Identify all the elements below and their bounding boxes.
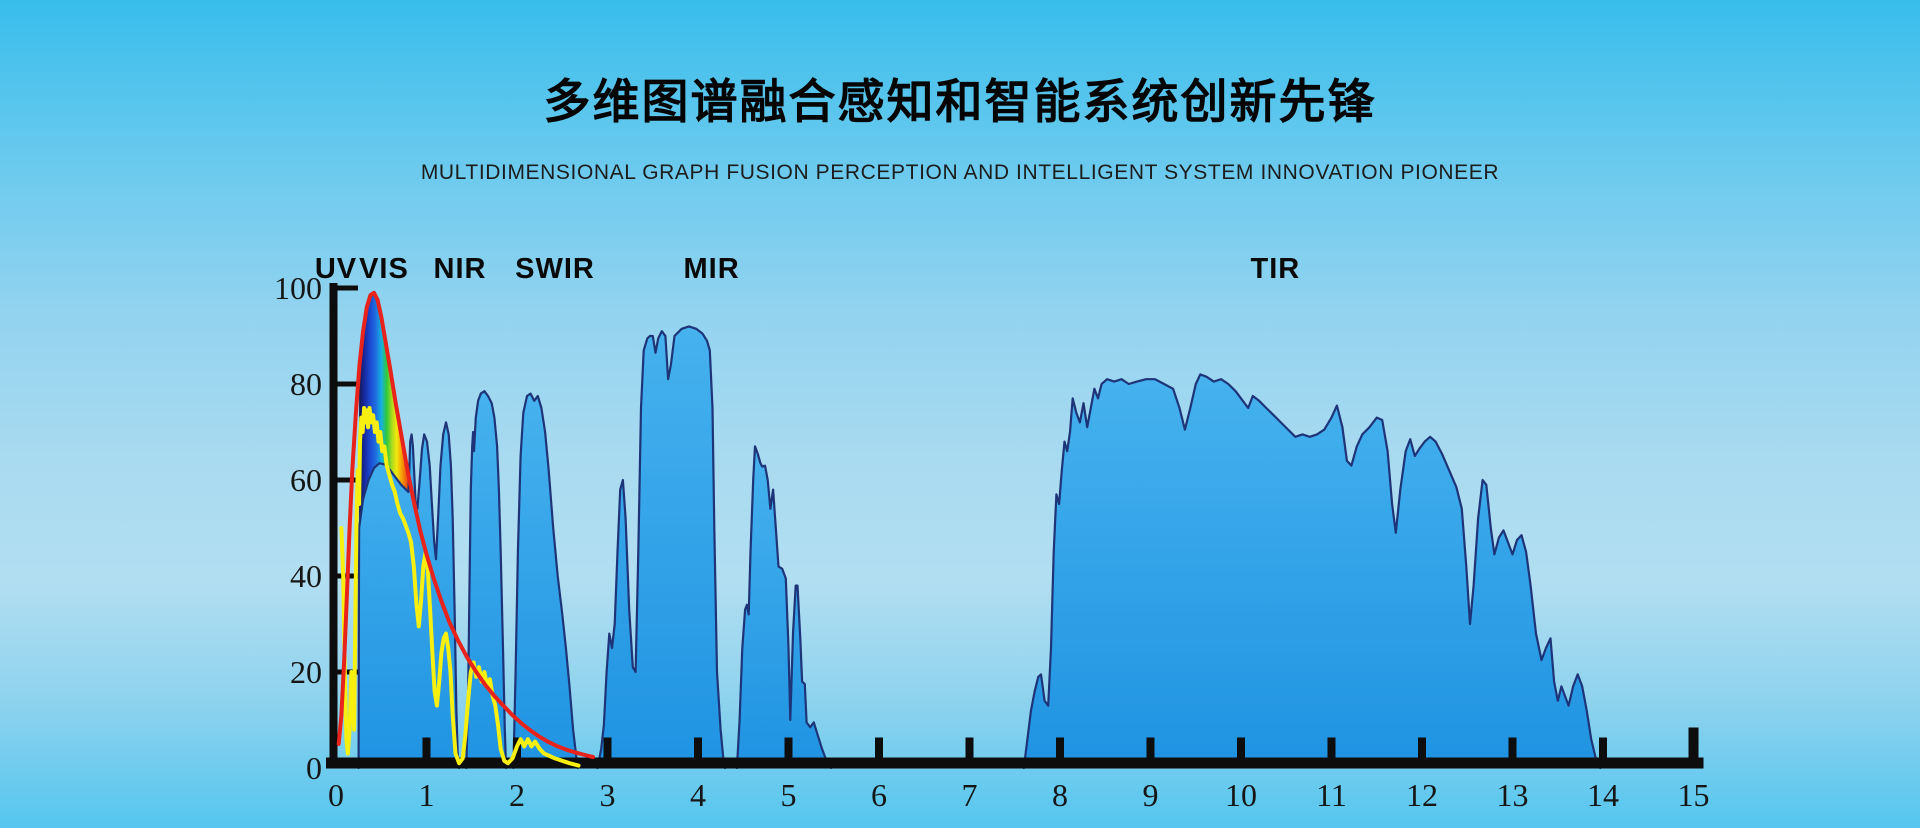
band-label-nir: NIR bbox=[434, 253, 487, 285]
x-tick-3 bbox=[603, 737, 612, 758]
x-tick-label-2: 2 bbox=[509, 777, 525, 813]
x-tick-label-14: 14 bbox=[1587, 777, 1619, 813]
x-tick-4 bbox=[694, 737, 702, 758]
axes bbox=[326, 283, 1704, 769]
y-tick-label-60: 60 bbox=[290, 462, 322, 498]
y-tick-label-100: 100 bbox=[274, 270, 322, 306]
x-tick-label-7: 7 bbox=[962, 777, 978, 813]
band-label-vis: VIS bbox=[359, 253, 409, 285]
x-axis-end-tick bbox=[1688, 727, 1699, 758]
x-tick-9 bbox=[1146, 737, 1155, 758]
transmission-window-3 bbox=[512, 392, 579, 770]
x-tick-label-11: 11 bbox=[1316, 777, 1347, 813]
x-tick-12 bbox=[1418, 737, 1426, 758]
spectral-band-labels: UV VIS NIR SWIR MIR TIR bbox=[315, 253, 1301, 285]
band-label-uv: UV bbox=[315, 253, 357, 285]
y-tick-20 bbox=[337, 669, 358, 675]
y-tick-80 bbox=[337, 381, 358, 387]
x-tick-7 bbox=[965, 737, 974, 758]
y-tick-label-20: 20 bbox=[290, 654, 322, 690]
x-tick-6 bbox=[875, 737, 883, 758]
curves bbox=[336, 290, 595, 768]
visible-spectrum-area bbox=[359, 292, 409, 528]
y-tick-60 bbox=[337, 477, 358, 483]
x-axis-line bbox=[326, 757, 1704, 769]
x-tick-label-4: 4 bbox=[690, 777, 706, 813]
x-tick-label-13: 13 bbox=[1497, 777, 1529, 813]
band-label-tir: TIR bbox=[1251, 253, 1301, 285]
x-tick-label-3: 3 bbox=[600, 777, 616, 813]
x-tick-13 bbox=[1508, 737, 1517, 758]
x-tick-1 bbox=[422, 737, 431, 758]
x-tick-label-9: 9 bbox=[1143, 777, 1159, 813]
transmission-window-5 bbox=[735, 445, 833, 770]
band-label-mir: MIR bbox=[683, 253, 739, 285]
x-tick-label-6: 6 bbox=[871, 777, 887, 813]
visible-spectrum-wedge bbox=[359, 292, 409, 528]
x-tick-14 bbox=[1599, 737, 1607, 758]
x-tick-label-12: 12 bbox=[1406, 777, 1438, 813]
page-title: 多维图谱融合感知和智能系统创新先锋 bbox=[543, 75, 1377, 128]
transmission-window-6 bbox=[1022, 373, 1602, 770]
y-tick-label-0: 0 bbox=[306, 750, 322, 786]
x-tick-8 bbox=[1056, 737, 1064, 758]
x-tick-label-5: 5 bbox=[781, 777, 797, 813]
y-axis-line bbox=[329, 283, 338, 766]
y-tick-100 bbox=[337, 285, 358, 291]
band-label-swir: SWIR bbox=[515, 253, 595, 285]
transmission-windows bbox=[357, 325, 1602, 770]
x-tick-label-0: 0 bbox=[328, 777, 344, 813]
y-tick-label-80: 80 bbox=[290, 366, 322, 402]
x-tick-label-15: 15 bbox=[1678, 777, 1710, 813]
blackbody-envelope-curve bbox=[336, 290, 595, 759]
y-tick-label-40: 40 bbox=[290, 558, 322, 594]
page-subtitle: MULTIDIMENSIONAL GRAPH FUSION PERCEPTION… bbox=[420, 161, 1500, 184]
transmission-window-2 bbox=[465, 390, 508, 770]
x-tick-11 bbox=[1327, 737, 1336, 758]
x-tick-5 bbox=[784, 737, 793, 758]
x-tick-10 bbox=[1237, 737, 1245, 758]
x-tick-label-8: 8 bbox=[1052, 777, 1068, 813]
x-tick-label-1: 1 bbox=[419, 777, 435, 813]
x-tick-label-10: 10 bbox=[1225, 777, 1257, 813]
transmission-window-4 bbox=[596, 325, 727, 770]
